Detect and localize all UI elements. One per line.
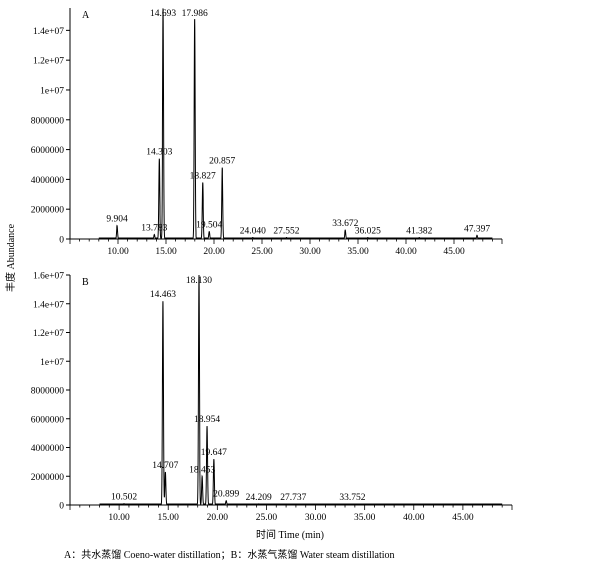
peak-label: 36.025 xyxy=(355,227,381,237)
peak-label: 27.737 xyxy=(280,493,306,503)
peak-label: 24.209 xyxy=(246,493,272,503)
x-tick-label: 10.00 xyxy=(108,513,130,523)
y-tick-label: 1.4e+07 xyxy=(33,27,64,37)
peak-label: 27.552 xyxy=(273,227,299,237)
peak-label: 14.707 xyxy=(152,461,178,471)
x-tick-label: 15.00 xyxy=(155,247,177,257)
x-tick-label: 40.00 xyxy=(403,513,425,523)
panel-label: A xyxy=(82,10,90,21)
y-tick-label: 6000000 xyxy=(31,415,65,425)
x-tick-label: 20.00 xyxy=(207,513,229,523)
y-tick-label: 0 xyxy=(59,236,64,246)
peak-label: 33.752 xyxy=(339,493,365,503)
x-tick-label: 35.00 xyxy=(347,247,369,257)
peak-label: 14.693 xyxy=(150,9,176,19)
y-tick-label: 4000000 xyxy=(31,444,65,454)
y-tick-label: 8000000 xyxy=(31,387,65,397)
chromatogram-trace xyxy=(99,274,503,505)
peak-label: 33.672 xyxy=(332,219,358,229)
y-tick-label: 0 xyxy=(59,502,64,512)
y-tick-label: 1.2e+07 xyxy=(33,329,64,339)
peak-label: 41.382 xyxy=(406,227,432,237)
y-tick-label: 4000000 xyxy=(31,176,65,186)
peak-label: 19.647 xyxy=(201,448,227,458)
peak-label: 17.986 xyxy=(182,9,208,19)
y-tick-label: 1.6e+07 xyxy=(33,272,64,282)
x-tick-label: 15.00 xyxy=(158,513,180,523)
figure-caption: A：共水蒸馏 Coeno-water distillation；B：水蒸气蒸馏 … xyxy=(64,548,395,561)
y-tick-label: 1.2e+07 xyxy=(33,57,64,67)
panel-label: B xyxy=(82,277,89,288)
x-tick-label: 30.00 xyxy=(299,247,321,257)
peak-label: 10.502 xyxy=(111,493,137,503)
panel-a-chart: A 0 2000000 4000000 6000000 8000000 1e+07 1.2e+… xyxy=(31,8,503,257)
x-tick-label: 10.00 xyxy=(107,247,129,257)
x-tick-label: 45.00 xyxy=(443,247,465,257)
x-tick-label: 40.00 xyxy=(395,247,417,257)
peak-label: 14.303 xyxy=(146,148,172,158)
x-tick-label: 45.00 xyxy=(452,513,474,523)
peak-label: 18.954 xyxy=(194,415,220,425)
peak-label: 24.040 xyxy=(240,227,266,237)
x-tick-label: 30.00 xyxy=(305,513,327,523)
peak-label: 14.463 xyxy=(150,290,176,300)
x-tick-label: 35.00 xyxy=(354,513,376,523)
peak-label: 18.453 xyxy=(189,465,215,475)
x-tick-label: 20.00 xyxy=(203,247,225,257)
y-tick-label: 1e+07 xyxy=(40,358,64,368)
y-tick-label: 2000000 xyxy=(31,206,65,216)
y-tick-label: 2000000 xyxy=(31,473,65,483)
x-axis-label: 时间 Time (min) xyxy=(256,528,324,541)
y-tick-label: 6000000 xyxy=(31,146,65,156)
x-tick-label: 25.00 xyxy=(256,513,278,523)
peak-label: 9.904 xyxy=(106,215,128,225)
peak-label: 13.783 xyxy=(141,224,167,234)
peak-label: 20.899 xyxy=(213,490,239,500)
peak-label: 20.857 xyxy=(209,156,235,166)
peak-label: 18.130 xyxy=(186,276,212,286)
chromatogram-trace xyxy=(98,8,493,239)
y-axis-label: 丰度 Abundance xyxy=(4,223,17,292)
panel-b-chart: B 0 2000000 4000000 6000000 8000000 1e+07 1.2e+… xyxy=(31,272,513,523)
peak-label: 19.504 xyxy=(196,221,222,231)
peak-label: 18.827 xyxy=(190,171,216,181)
y-tick-label: 1e+07 xyxy=(40,86,64,96)
y-tick-label: 8000000 xyxy=(31,116,65,126)
x-tick-label: 25.00 xyxy=(251,247,273,257)
y-tick-label: 1.4e+07 xyxy=(33,300,64,310)
peak-label: 47.397 xyxy=(464,224,490,234)
